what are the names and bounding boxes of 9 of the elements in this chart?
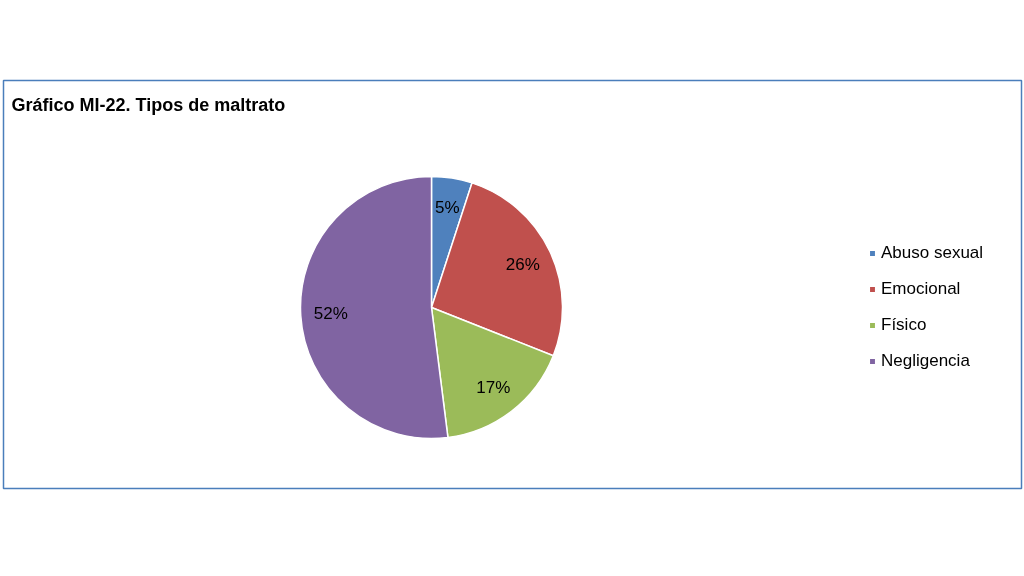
text: Gráfico MI-22. Tipos de maltrato — [11, 94, 286, 115]
legend-label: Físico — [881, 315, 927, 335]
data-label: 17% — [476, 377, 511, 397]
data-label: 5% — [434, 198, 460, 218]
legend-label: Negligencia — [881, 351, 970, 371]
legend-label: Abuso sexual — [881, 243, 984, 263]
data-label: 26% — [505, 255, 540, 275]
legend-label: Emocional — [881, 279, 961, 299]
data-label: 52% — [313, 304, 348, 324]
